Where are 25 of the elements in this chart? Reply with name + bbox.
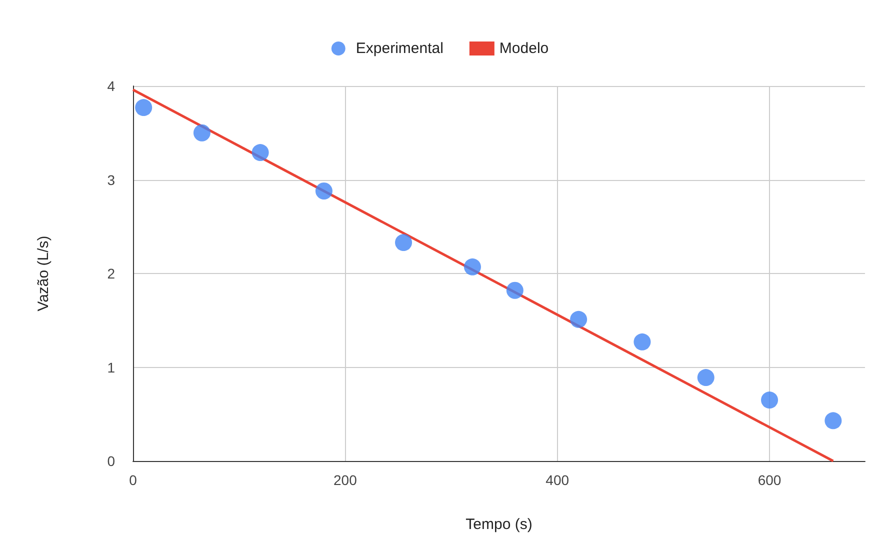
y-tick-label: 1 (107, 359, 116, 376)
y-tick-label: 3 (107, 172, 116, 188)
point (506, 282, 524, 299)
point (761, 392, 778, 409)
point (634, 333, 651, 350)
point (193, 124, 210, 142)
x-tick-label: 400 (546, 472, 570, 488)
point (464, 258, 481, 276)
legend-label: Experimental (356, 40, 444, 57)
y-tick-label: 2 (107, 266, 116, 282)
y-tick-label: 0 (107, 453, 116, 469)
x-tick-label: 200 (333, 472, 358, 488)
point (315, 182, 332, 200)
x-tick-label: 0 (129, 472, 138, 488)
legend-label: Modelo (499, 40, 549, 57)
point (570, 310, 588, 328)
point (824, 412, 842, 430)
y-tick-label: 4 (107, 78, 116, 94)
point (395, 234, 412, 252)
point (697, 369, 714, 386)
x-tick-label: 600 (758, 472, 782, 488)
point (135, 99, 152, 116)
point (252, 144, 269, 162)
y-axis-title: Vazão (L/s) (35, 236, 52, 312)
x-axis-title: Tempo (s) (466, 516, 532, 533)
